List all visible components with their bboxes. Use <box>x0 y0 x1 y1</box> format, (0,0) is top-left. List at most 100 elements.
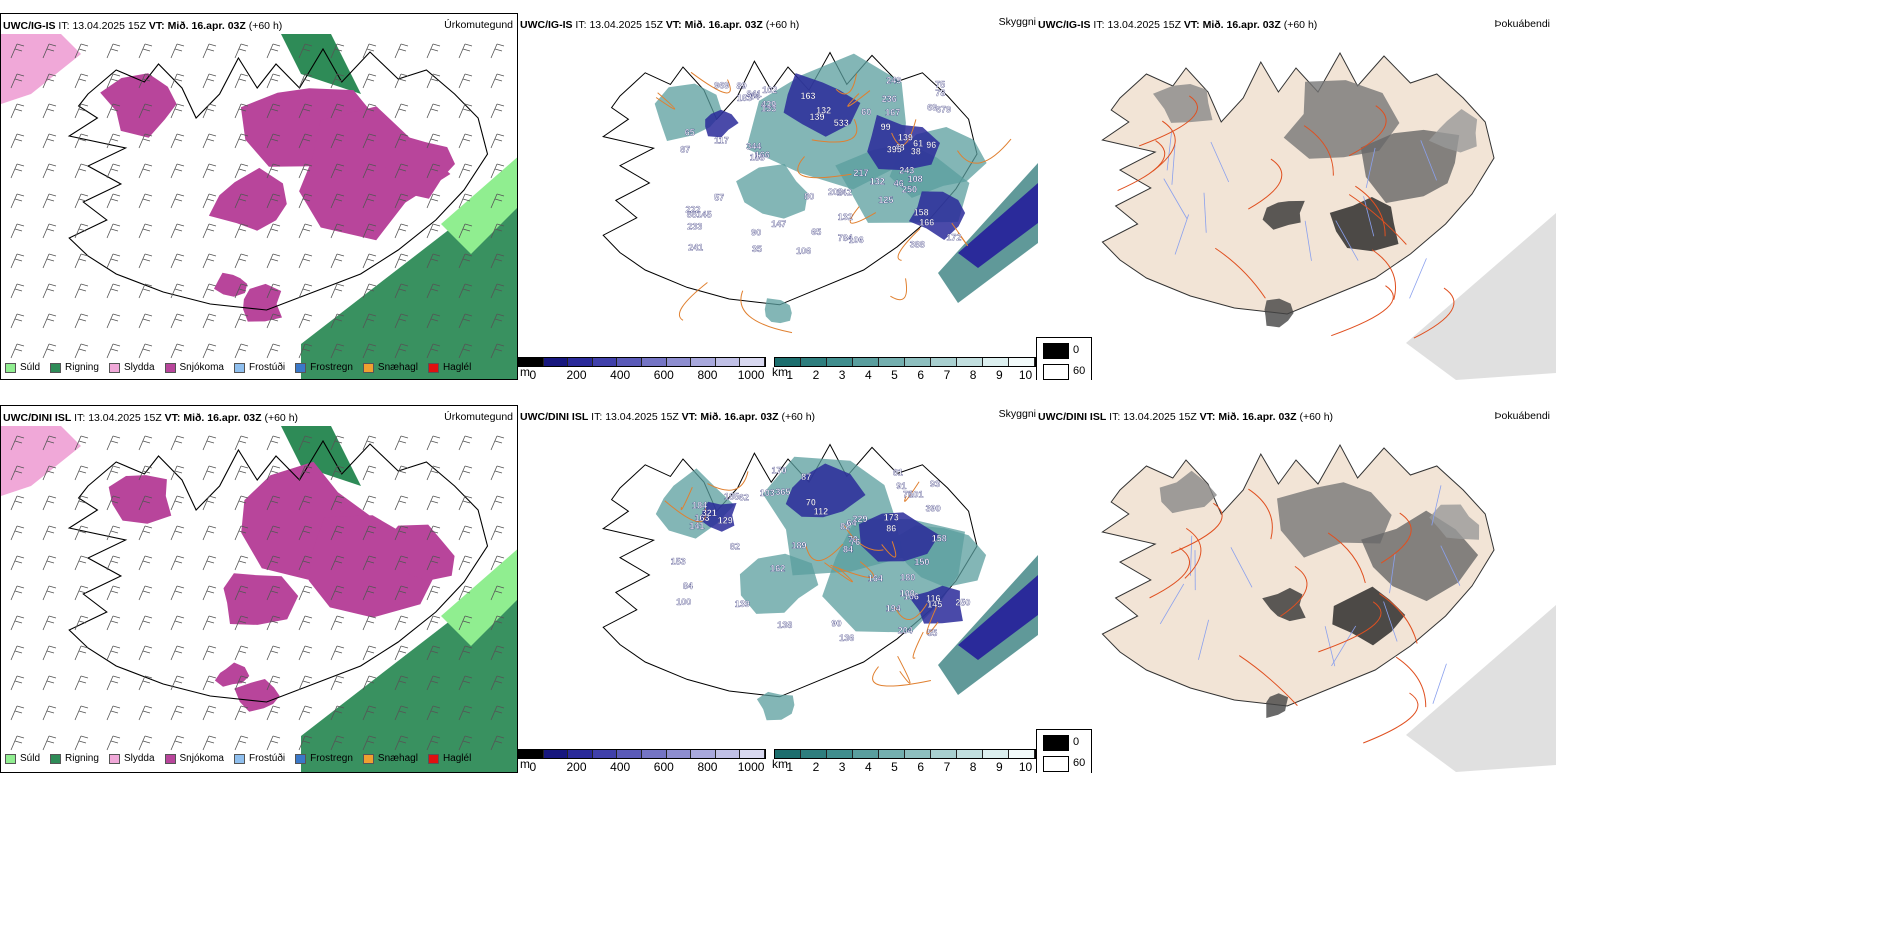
cloud-base-label: 132 <box>816 105 831 115</box>
visibility-fields <box>654 53 987 324</box>
colorbar-cell <box>801 358 827 366</box>
precip-type-map <box>1 34 517 379</box>
cloud-base-label: 170 <box>772 466 787 476</box>
colorbar-cell <box>983 358 1009 366</box>
wind-barb <box>330 525 345 541</box>
cloud-base-label: 55 <box>927 628 937 638</box>
legend-swatch <box>427 753 439 764</box>
road <box>1170 502 1223 554</box>
wind-barb <box>202 495 217 511</box>
cloud-base-label: 164 <box>868 573 883 583</box>
wind-barb <box>426 343 441 359</box>
legend-label: Rigning <box>65 753 99 764</box>
wind-barb <box>330 253 345 269</box>
cloud-base-label: 84 <box>683 581 693 591</box>
wind-barb <box>266 735 281 751</box>
colorbar-tick-label: 10 <box>1018 368 1033 380</box>
fog-value-0: 0 <box>1073 736 1080 748</box>
wind-barb <box>490 465 505 481</box>
wind-barb <box>362 675 377 691</box>
road <box>1214 247 1266 299</box>
colorbar-cell <box>775 750 801 758</box>
colorbar-cell <box>691 750 716 758</box>
wind-barb <box>362 313 377 329</box>
wind-barb <box>74 465 89 481</box>
wind-barb <box>330 223 345 239</box>
wind-barb <box>234 133 249 149</box>
wind-barb <box>266 43 281 59</box>
wind-barb <box>202 43 217 59</box>
colorbar-tick-label: 4 <box>864 760 872 773</box>
wind-barb <box>330 585 345 601</box>
wind-barb <box>266 73 281 89</box>
wind-barb <box>426 163 441 179</box>
wind-barb <box>138 495 153 511</box>
wind-barb <box>234 495 249 511</box>
colorbar-strip <box>518 357 766 367</box>
wind-barb <box>458 193 473 209</box>
panel-title: Þokuábendi <box>1494 18 1550 30</box>
road <box>1238 655 1298 706</box>
cloud-base-label: 158 <box>914 208 929 218</box>
colorbar-tick-label: 200 <box>566 760 587 773</box>
wind-barb <box>234 705 249 721</box>
cloud-base-area <box>867 114 940 171</box>
wind-barb <box>426 253 441 269</box>
visibility-cloud-map: 64 167 139 388 158 533 145 166 142 147 87 85 61 46 90 2… <box>601 51 1038 334</box>
wind-barb <box>490 103 505 119</box>
wind-barb <box>42 735 57 751</box>
road <box>1327 532 1366 584</box>
wind-barb <box>202 645 217 661</box>
wind-barb <box>42 253 57 269</box>
cloud-base-label: 365 <box>775 487 790 497</box>
wind-barb <box>10 163 25 179</box>
land <box>1101 443 1495 707</box>
legend-label: Slydda <box>123 362 155 373</box>
wind-barb <box>74 73 89 89</box>
wind-barb <box>330 435 345 451</box>
wind-barb <box>490 555 505 571</box>
road <box>655 92 676 110</box>
wind-barb <box>10 133 25 149</box>
wind-barb <box>362 193 377 209</box>
wind-barb <box>42 283 57 299</box>
legend-item-7: Haglél <box>427 362 471 373</box>
wind-barb <box>42 525 57 541</box>
wind-barb <box>10 73 25 89</box>
legend-item-4: Frostúði <box>233 753 285 764</box>
wind-barb <box>394 163 409 179</box>
wind-barb <box>106 615 121 631</box>
colorbar-tick-label: 400 <box>610 368 631 380</box>
visibility-unit: km <box>772 757 788 771</box>
fog-index-map <box>1101 51 1556 380</box>
wind-barb <box>234 615 249 631</box>
wind-barb <box>458 705 473 721</box>
wind-barb <box>362 103 377 119</box>
cloud-base-label: 84 <box>843 545 853 555</box>
wind-barb <box>458 525 473 541</box>
wind-barb <box>266 193 281 209</box>
cloud-base-label: 173 <box>884 513 899 523</box>
legend-swatch <box>295 753 307 764</box>
cloud-base-label: 75 <box>903 489 913 499</box>
wind-barb <box>458 73 473 89</box>
cloud-base-label: 395 <box>887 145 902 155</box>
wind-barb <box>202 103 217 119</box>
wind-barb <box>490 343 505 359</box>
river <box>1389 553 1396 594</box>
colorbar-tick-label: 5 <box>891 368 898 380</box>
wind-barb <box>106 253 121 269</box>
cloud-base-label: 217 <box>854 168 869 178</box>
wind-barb <box>362 343 377 359</box>
wind-barb <box>362 465 377 481</box>
wind-barb <box>426 585 441 601</box>
cloud-base-label: 204 <box>898 626 913 636</box>
colorbar-cell <box>905 750 931 758</box>
wind-barb <box>490 615 505 631</box>
wind-barb <box>42 223 57 239</box>
wind-barb <box>426 735 441 751</box>
wind-barb <box>394 675 409 691</box>
legend-label: Snæhagl <box>377 362 418 373</box>
wind-barb <box>330 343 345 359</box>
legend-swatch <box>295 362 307 373</box>
